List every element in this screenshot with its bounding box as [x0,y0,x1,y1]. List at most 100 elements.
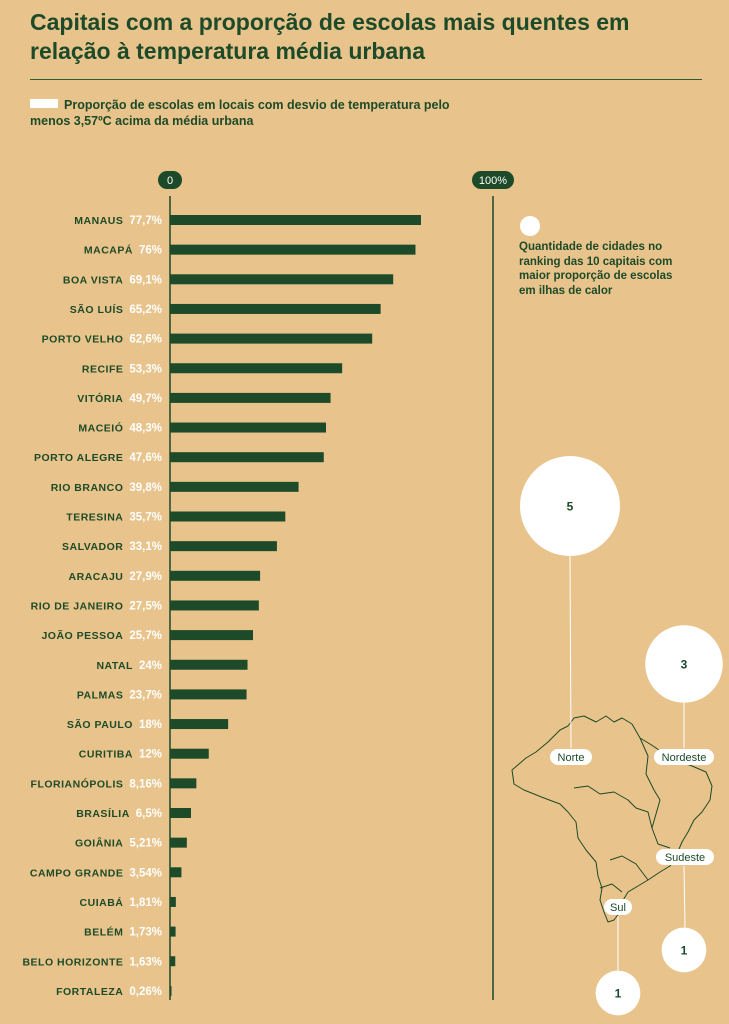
bar [170,303,381,314]
value-label: 62,6% [129,334,162,346]
map-region-border-north [573,785,653,829]
category-label: BELO HORIZONTE [22,956,123,968]
bubble [645,625,723,703]
value-label: 1,63% [129,956,162,968]
value-label: 76% [139,245,162,257]
bar [170,867,182,878]
category-label: BRASÍLIA [76,807,130,820]
bar [170,956,176,967]
category-label: GOIÂNIA [75,837,123,850]
value-label: 23,7% [129,689,162,701]
value-label: 65,2% [129,304,162,316]
category-label: RIO DE JANEIRO [31,600,124,612]
category-label: RIO BRANCO [51,482,124,494]
value-label: 69,1% [129,274,162,286]
category-label: FLORIANÓPOLIS [31,777,124,790]
bubble-leader-line [683,865,686,928]
bar [170,215,421,225]
value-label: 0,26% [129,986,162,998]
title-divider [30,79,702,80]
bar [170,422,327,433]
bubble-value-label: 1 [615,987,622,1001]
region-label: Norte [558,752,585,764]
category-label: SÃO LUÍS [70,303,124,316]
bar [170,244,416,255]
category-label: SÃO PAULO [67,718,133,731]
bar [170,926,176,937]
value-label: 77,7% [129,215,162,227]
value-label: 3,54% [129,867,162,879]
value-label: 27,9% [129,571,162,583]
bubble-legend-dot [520,216,540,236]
bar [170,689,247,700]
bar [170,630,254,641]
map-region-border-southeast [609,855,649,881]
bar [170,333,373,344]
map-region-border-south [599,883,623,893]
bubble-leader-line [569,555,572,749]
category-label: RECIFE [82,363,124,375]
category-label: PORTO VELHO [42,334,124,346]
region-tag [654,749,714,765]
region-label: Nordeste [662,752,707,764]
bubble-value-label: 1 [681,944,688,958]
value-label: 18% [139,719,162,731]
bubble [661,927,707,973]
category-label: VITÓRIA [77,392,123,405]
region-label: Sudeste [665,852,705,864]
region-tag [604,899,632,915]
bar [170,600,259,611]
category-label: NATAL [96,660,133,672]
category-label: BELÉM [84,926,123,939]
bar [170,274,394,285]
value-label: 25,7% [129,630,162,642]
axis-tick-label: 100% [479,175,507,187]
legend-swatch [30,99,58,108]
map-region-border-northeast [639,737,671,849]
bar [170,837,187,848]
value-label: 27,5% [129,600,162,612]
bar [170,808,191,818]
category-label: PORTO ALEGRE [34,452,123,464]
region-tag [550,749,592,765]
brazil-map [511,715,713,923]
bar [170,570,261,581]
bar [170,659,248,670]
bar [170,985,172,996]
value-label: 39,8% [129,482,162,494]
axis-tick-pill [158,171,182,189]
category-label: FORTALEZA [56,986,123,998]
category-label: ARACAJU [69,571,124,583]
category-label: PALMAS [77,689,124,701]
bar [170,511,286,522]
region-tag [656,849,714,865]
value-label: 1,73% [129,927,162,939]
category-label: CURITIBA [79,749,133,761]
value-label: 1,81% [129,897,162,909]
bar [170,719,229,730]
legend-label: Proporção de escolas em locais com desvi… [30,98,450,128]
category-label: CUIABÁ [80,896,124,909]
value-label: 35,7% [129,512,162,524]
value-label: 24% [139,660,162,672]
category-label: MACEIÓ [78,422,123,435]
bar [170,748,209,759]
category-label: TERESINA [66,512,123,524]
bar [170,452,324,463]
map-outline [511,715,713,923]
bar [170,778,197,789]
region-label: Sul [610,902,626,914]
category-label: CAMPO GRANDE [30,867,124,879]
value-label: 53,3% [129,363,162,375]
bubble [520,456,620,556]
axis-tick-pill [472,171,514,189]
value-label: 6,5% [136,808,162,820]
category-label: JOÃO PESSOA [41,629,123,642]
category-label: SALVADOR [62,541,123,553]
value-label: 48,3% [129,423,162,435]
bubble-legend-label: Quantidade de cidades no ranking das 10 … [519,241,673,297]
value-label: 8,16% [129,778,162,790]
bar [170,363,343,374]
category-label: MACAPÁ [84,244,133,257]
